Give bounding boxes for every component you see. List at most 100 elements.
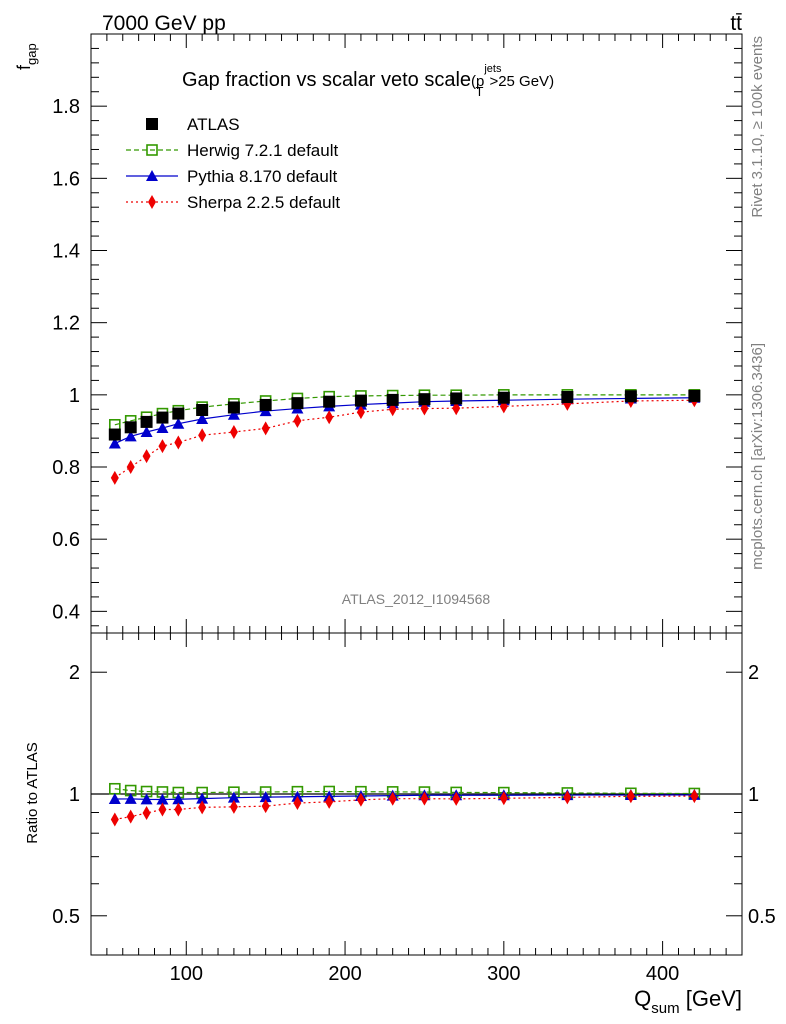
sherpa-2-2-5-default-ratio-point — [158, 802, 167, 817]
pythia-8-170-default-point — [140, 426, 153, 438]
pythia-8-170-default-ratio-point — [124, 792, 137, 804]
x-tick-label: 400 — [646, 963, 679, 985]
legend-marker-atlas — [146, 118, 158, 130]
sherpa-2-2-5-default-ratio-point — [626, 789, 635, 804]
legend-marker-pythia-8-170-default — [146, 170, 158, 181]
analysis-id-label: ATLAS_2012_I1094568 — [342, 591, 491, 607]
sherpa-2-2-5-default-ratio-point — [690, 789, 699, 804]
atlas-point — [259, 398, 272, 411]
sherpa-2-2-5-default-point — [126, 460, 135, 475]
main-series-group — [108, 389, 701, 485]
ratio-tick-label: 2 — [69, 662, 80, 684]
atlas-point — [227, 401, 240, 414]
x-axis-ticks: 100 200 300 400 — [106, 34, 727, 985]
y-tick-label: 0.6 — [52, 529, 80, 551]
sherpa-2-2-5-default-line — [114, 399, 695, 479]
ratio-tick-label: 1 — [69, 784, 80, 806]
ratio-tick-label-right: 0.5 — [748, 906, 776, 928]
atlas-point — [291, 397, 304, 410]
x-axis-label: Qsum [GeV] — [634, 986, 742, 1017]
sherpa-2-2-5-default-ratio-point — [198, 800, 207, 815]
sherpa-2-2-5-default-ratio-point — [388, 791, 397, 806]
pythia-8-170-default-ratio-point — [259, 791, 272, 803]
atlas-point — [497, 391, 510, 404]
legend-label-sherpa-2-2-5-default: Sherpa 2.2.5 default — [187, 193, 340, 212]
x-tick-label: 300 — [487, 963, 520, 985]
pythia-8-170-default-ratio-point — [108, 793, 121, 805]
pythia-8-170-default-ratio-point — [227, 791, 240, 803]
sherpa-2-2-5-default-point — [229, 425, 238, 440]
sherpa-2-2-5-default-ratio-point — [499, 791, 508, 806]
pythia-8-170-default-ratio-point — [196, 792, 209, 804]
atlas-point — [450, 392, 463, 405]
pythia-8-170-default-ratio-point — [140, 793, 153, 805]
sherpa-2-2-5-default-ratio-point — [142, 806, 151, 821]
pythia-8-170-default-ratio-point — [156, 793, 169, 805]
source-label: mcplots.cern.ch [arXiv:1306.3436] — [749, 343, 766, 570]
sherpa-2-2-5-default-point — [198, 428, 207, 443]
pythia-8-170-default-point — [172, 417, 185, 429]
herwig-7-2-1-default-line — [114, 394, 695, 426]
pythia-8-170-default-point — [108, 437, 121, 449]
y-tick-label: 0.8 — [52, 457, 80, 479]
sherpa-2-2-5-default-point — [174, 435, 183, 450]
ratio-tick-label-right: 1 — [748, 784, 759, 806]
sherpa-2-2-5-default-point — [158, 439, 167, 454]
process-label: tt̄ — [730, 12, 742, 35]
atlas-point — [688, 389, 701, 402]
herwig-7-2-1-default-point — [109, 418, 121, 431]
y-tick-label: 1.4 — [52, 241, 80, 263]
ratio-tick-label: 0.5 — [52, 906, 80, 928]
y-axis-label: fgap — [14, 43, 39, 70]
sherpa-2-2-5-default-ratio-point — [325, 794, 334, 809]
sherpa-2-2-5-default-ratio-point — [563, 790, 572, 805]
atlas-point — [323, 395, 336, 408]
pythia-8-170-default-point — [156, 422, 169, 434]
sherpa-2-2-5-default-ratio-point — [229, 799, 238, 814]
sherpa-2-2-5-default-point — [110, 470, 119, 485]
legend-marker-sherpa-2-2-5-default — [148, 195, 156, 209]
y-tick-label: 1.6 — [52, 168, 80, 190]
pythia-8-170-default-point — [196, 413, 209, 425]
legend-label-herwig-7-2-1-default: Herwig 7.2.1 default — [187, 141, 338, 160]
sherpa-2-2-5-default-point — [452, 401, 461, 416]
pythia-8-170-default-point — [124, 430, 137, 442]
sherpa-2-2-5-default-point — [293, 413, 302, 428]
ratio-series-group — [108, 782, 701, 827]
sherpa-2-2-5-default-point — [325, 410, 334, 425]
sherpa-2-2-5-default-ratio-point — [110, 812, 119, 827]
atlas-point — [108, 428, 121, 441]
sherpa-2-2-5-default-ratio-point — [261, 799, 270, 814]
chart-title: Gap fraction vs scalar veto scale(pjets T… — [182, 63, 554, 99]
sherpa-2-2-5-default-point — [261, 421, 270, 436]
atlas-point — [156, 411, 169, 424]
atlas-point — [140, 415, 153, 428]
pythia-8-170-default-point — [227, 408, 240, 420]
atlas-point — [196, 403, 209, 416]
main-axis-ticks: 0.4 0.6 0.8 1 1.2 1.4 1.6 1.8 — [52, 47, 742, 627]
legend-label-pythia-8-170-default: Pythia 8.170 default — [187, 167, 338, 186]
sherpa-2-2-5-default-point — [356, 405, 365, 420]
y-tick-label: 0.4 — [52, 601, 80, 623]
sherpa-2-2-5-default-ratio-point — [420, 791, 429, 806]
atlas-point — [172, 407, 185, 420]
atlas-point — [124, 421, 137, 434]
atlas-point — [386, 393, 399, 406]
energy-label: 7000 GeV pp — [102, 12, 226, 35]
y-tick-label: 1 — [69, 385, 80, 407]
x-tick-label: 200 — [328, 963, 361, 985]
sherpa-2-2-5-default-point — [142, 449, 151, 464]
pythia-8-170-default-ratio-point — [172, 793, 185, 805]
ratio-y-axis-label: Ratio to ATLAS — [24, 742, 41, 843]
ratio-tick-label-right: 2 — [748, 662, 759, 684]
rivet-version-label: Rivet 3.1.10, ≥ 100k events — [749, 36, 766, 218]
x-tick-label: 100 — [170, 963, 203, 985]
y-tick-label: 1.2 — [52, 313, 80, 335]
sherpa-2-2-5-default-ratio-point — [293, 796, 302, 811]
sherpa-2-2-5-default-ratio-point — [174, 802, 183, 817]
sherpa-2-2-5-default-ratio-point — [126, 809, 135, 824]
atlas-point — [561, 391, 574, 404]
y-tick-label: 1.8 — [52, 96, 80, 118]
sherpa-2-2-5-default-ratio-point — [356, 792, 365, 807]
